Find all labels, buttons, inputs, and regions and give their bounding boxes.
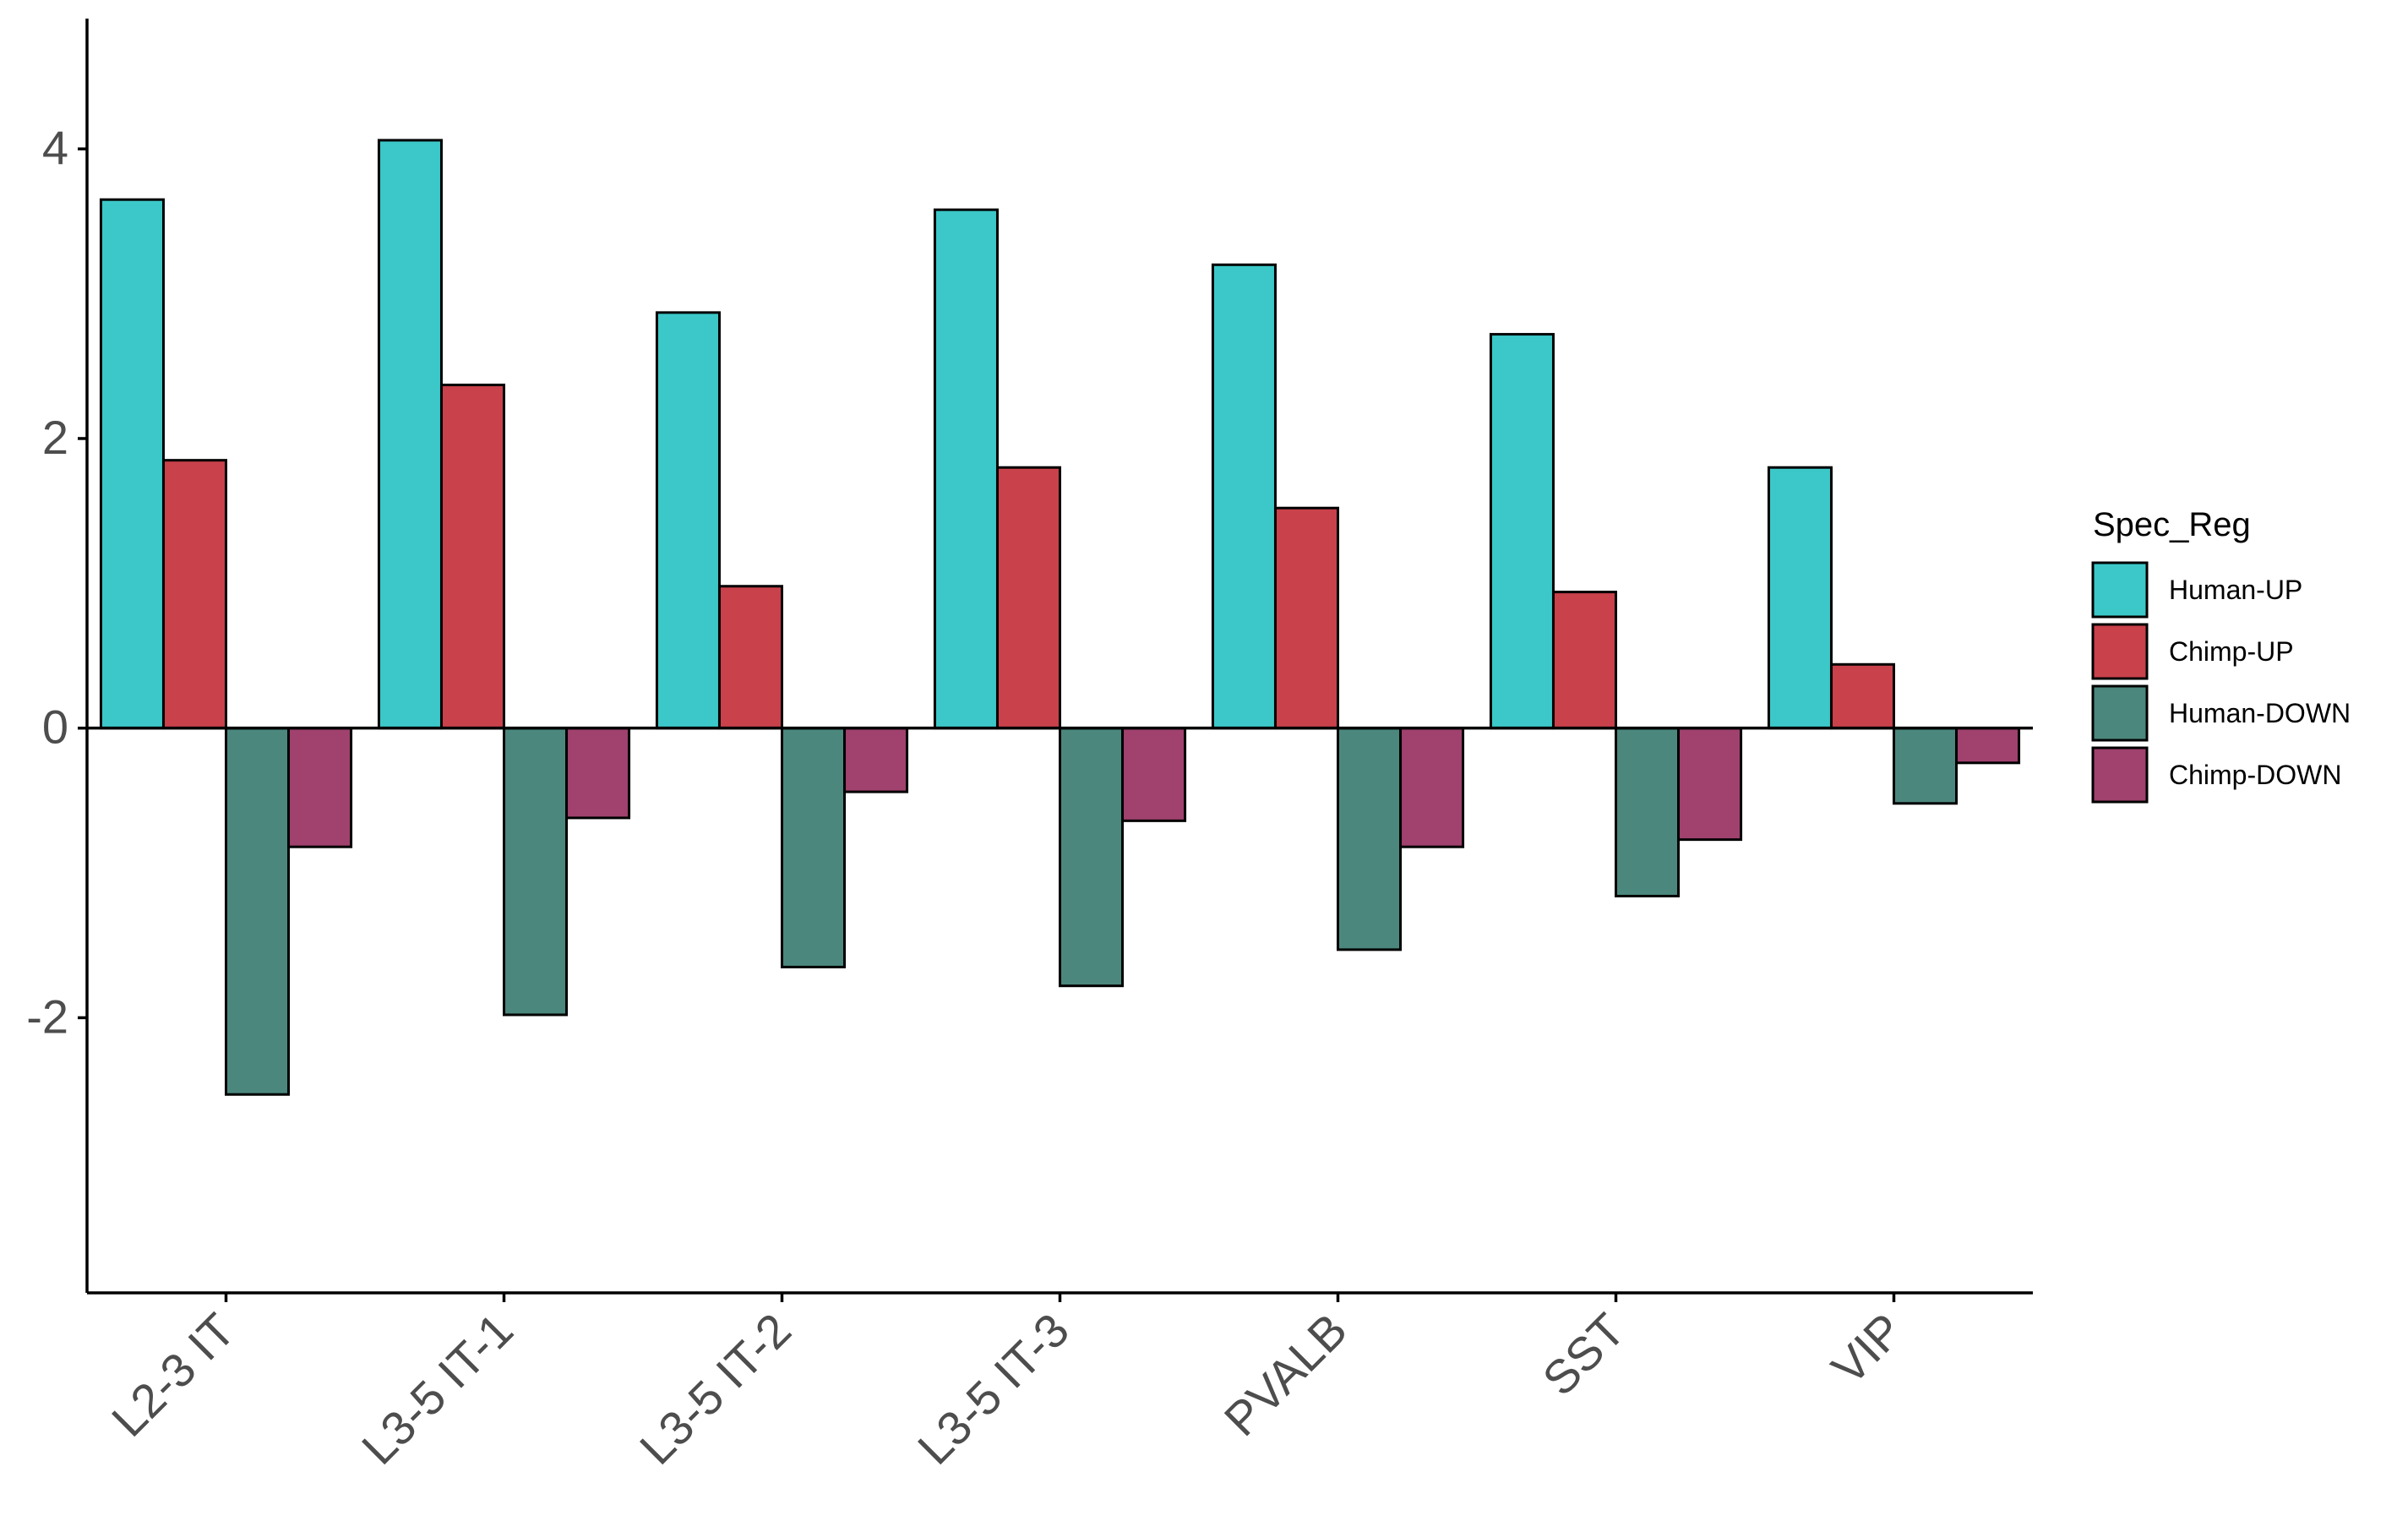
bar-chimp-up-4 xyxy=(995,466,1061,730)
bar-human-down-6 xyxy=(1615,727,1681,897)
y-tick-label: 4 xyxy=(42,121,68,174)
x-tick-label: L3-5 IT-2 xyxy=(629,1303,801,1475)
legend: Spec_Reg Human-UP Chimp-UP Human-DOWN Chimp… xyxy=(2091,506,2351,804)
legend-label-human-down: Human-DOWN xyxy=(2169,698,2351,728)
legend-key-human-down xyxy=(2091,684,2149,742)
bar-human-up-6 xyxy=(1489,333,1555,730)
bar-human-down-1 xyxy=(225,727,291,1096)
bar-human-down-5 xyxy=(1337,727,1403,951)
legend-items: Human-UP Chimp-UP Human-DOWN Chimp-DOWN xyxy=(2091,561,2351,804)
x-tick-label: L3-5 IT-1 xyxy=(351,1303,523,1475)
bar-human-up-2 xyxy=(377,139,443,730)
y-tick-label: 0 xyxy=(42,701,68,754)
bar-chimp-down-7 xyxy=(1955,727,2021,765)
legend-label-chimp-up: Chimp-UP xyxy=(2169,636,2294,667)
legend-key-chimp-up xyxy=(2091,623,2149,680)
bar-chimp-down-2 xyxy=(565,727,631,820)
bar-chimp-up-1 xyxy=(161,459,228,730)
legend-label-human-up: Human-UP xyxy=(2169,575,2302,605)
x-tick-label: PVALB xyxy=(1214,1303,1357,1446)
legend-label-chimp-down: Chimp-DOWN xyxy=(2169,760,2341,790)
bar-chimp-up-2 xyxy=(439,384,505,730)
bars-layer xyxy=(99,139,2021,1096)
legend-key-human-up xyxy=(2091,561,2149,619)
bar-human-up-5 xyxy=(1211,263,1277,730)
bar-chimp-down-4 xyxy=(1121,727,1187,822)
x-tick-label: VIP xyxy=(1822,1303,1913,1394)
bar-human-down-4 xyxy=(1059,727,1125,988)
bar-human-up-4 xyxy=(933,208,999,730)
bar-human-down-2 xyxy=(503,727,569,1017)
y-axis-ticks: -2 0 2 4 xyxy=(26,121,87,1043)
legend-key-chimp-down xyxy=(2091,746,2149,804)
legend-title: Spec_Reg xyxy=(2093,506,2251,543)
x-tick-label: SST xyxy=(1532,1303,1635,1406)
x-axis-ticks: L2-3 IT L3-5 IT-1 L3-5 IT-2 L3-5 IT-3 PVALB S… xyxy=(101,1293,1913,1475)
bar-human-down-7 xyxy=(1893,727,1959,805)
bar-chimp-up-7 xyxy=(1829,662,1896,730)
bar-chimp-up-3 xyxy=(717,585,783,730)
bar-chimp-down-3 xyxy=(843,727,909,793)
bar-chimp-down-5 xyxy=(1399,727,1465,848)
y-tick-label: 2 xyxy=(42,411,68,464)
bar-human-down-3 xyxy=(781,727,847,968)
bar-chimp-down-6 xyxy=(1677,727,1743,842)
bar-chimp-up-6 xyxy=(1551,591,1617,730)
bar-chimp-down-1 xyxy=(287,727,353,848)
x-tick-label: L3-5 IT-3 xyxy=(907,1303,1079,1475)
bar-human-up-3 xyxy=(655,311,721,730)
y-tick-label: -2 xyxy=(26,989,68,1043)
bar-human-up-7 xyxy=(1767,466,1833,730)
bar-chimp-up-5 xyxy=(1273,506,1339,730)
x-tick-label: L2-3 IT xyxy=(101,1303,245,1447)
bar-human-up-1 xyxy=(99,198,165,730)
